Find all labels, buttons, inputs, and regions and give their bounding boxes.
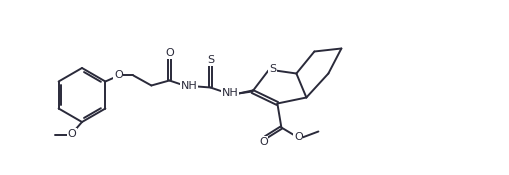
Text: O: O (259, 137, 267, 147)
Text: S: S (207, 55, 214, 65)
Text: O: O (114, 71, 123, 80)
Text: S: S (268, 65, 275, 75)
Text: NH: NH (181, 82, 197, 92)
Text: O: O (68, 129, 76, 139)
Text: O: O (165, 48, 174, 58)
Text: O: O (293, 132, 302, 142)
Text: NH: NH (221, 89, 238, 99)
